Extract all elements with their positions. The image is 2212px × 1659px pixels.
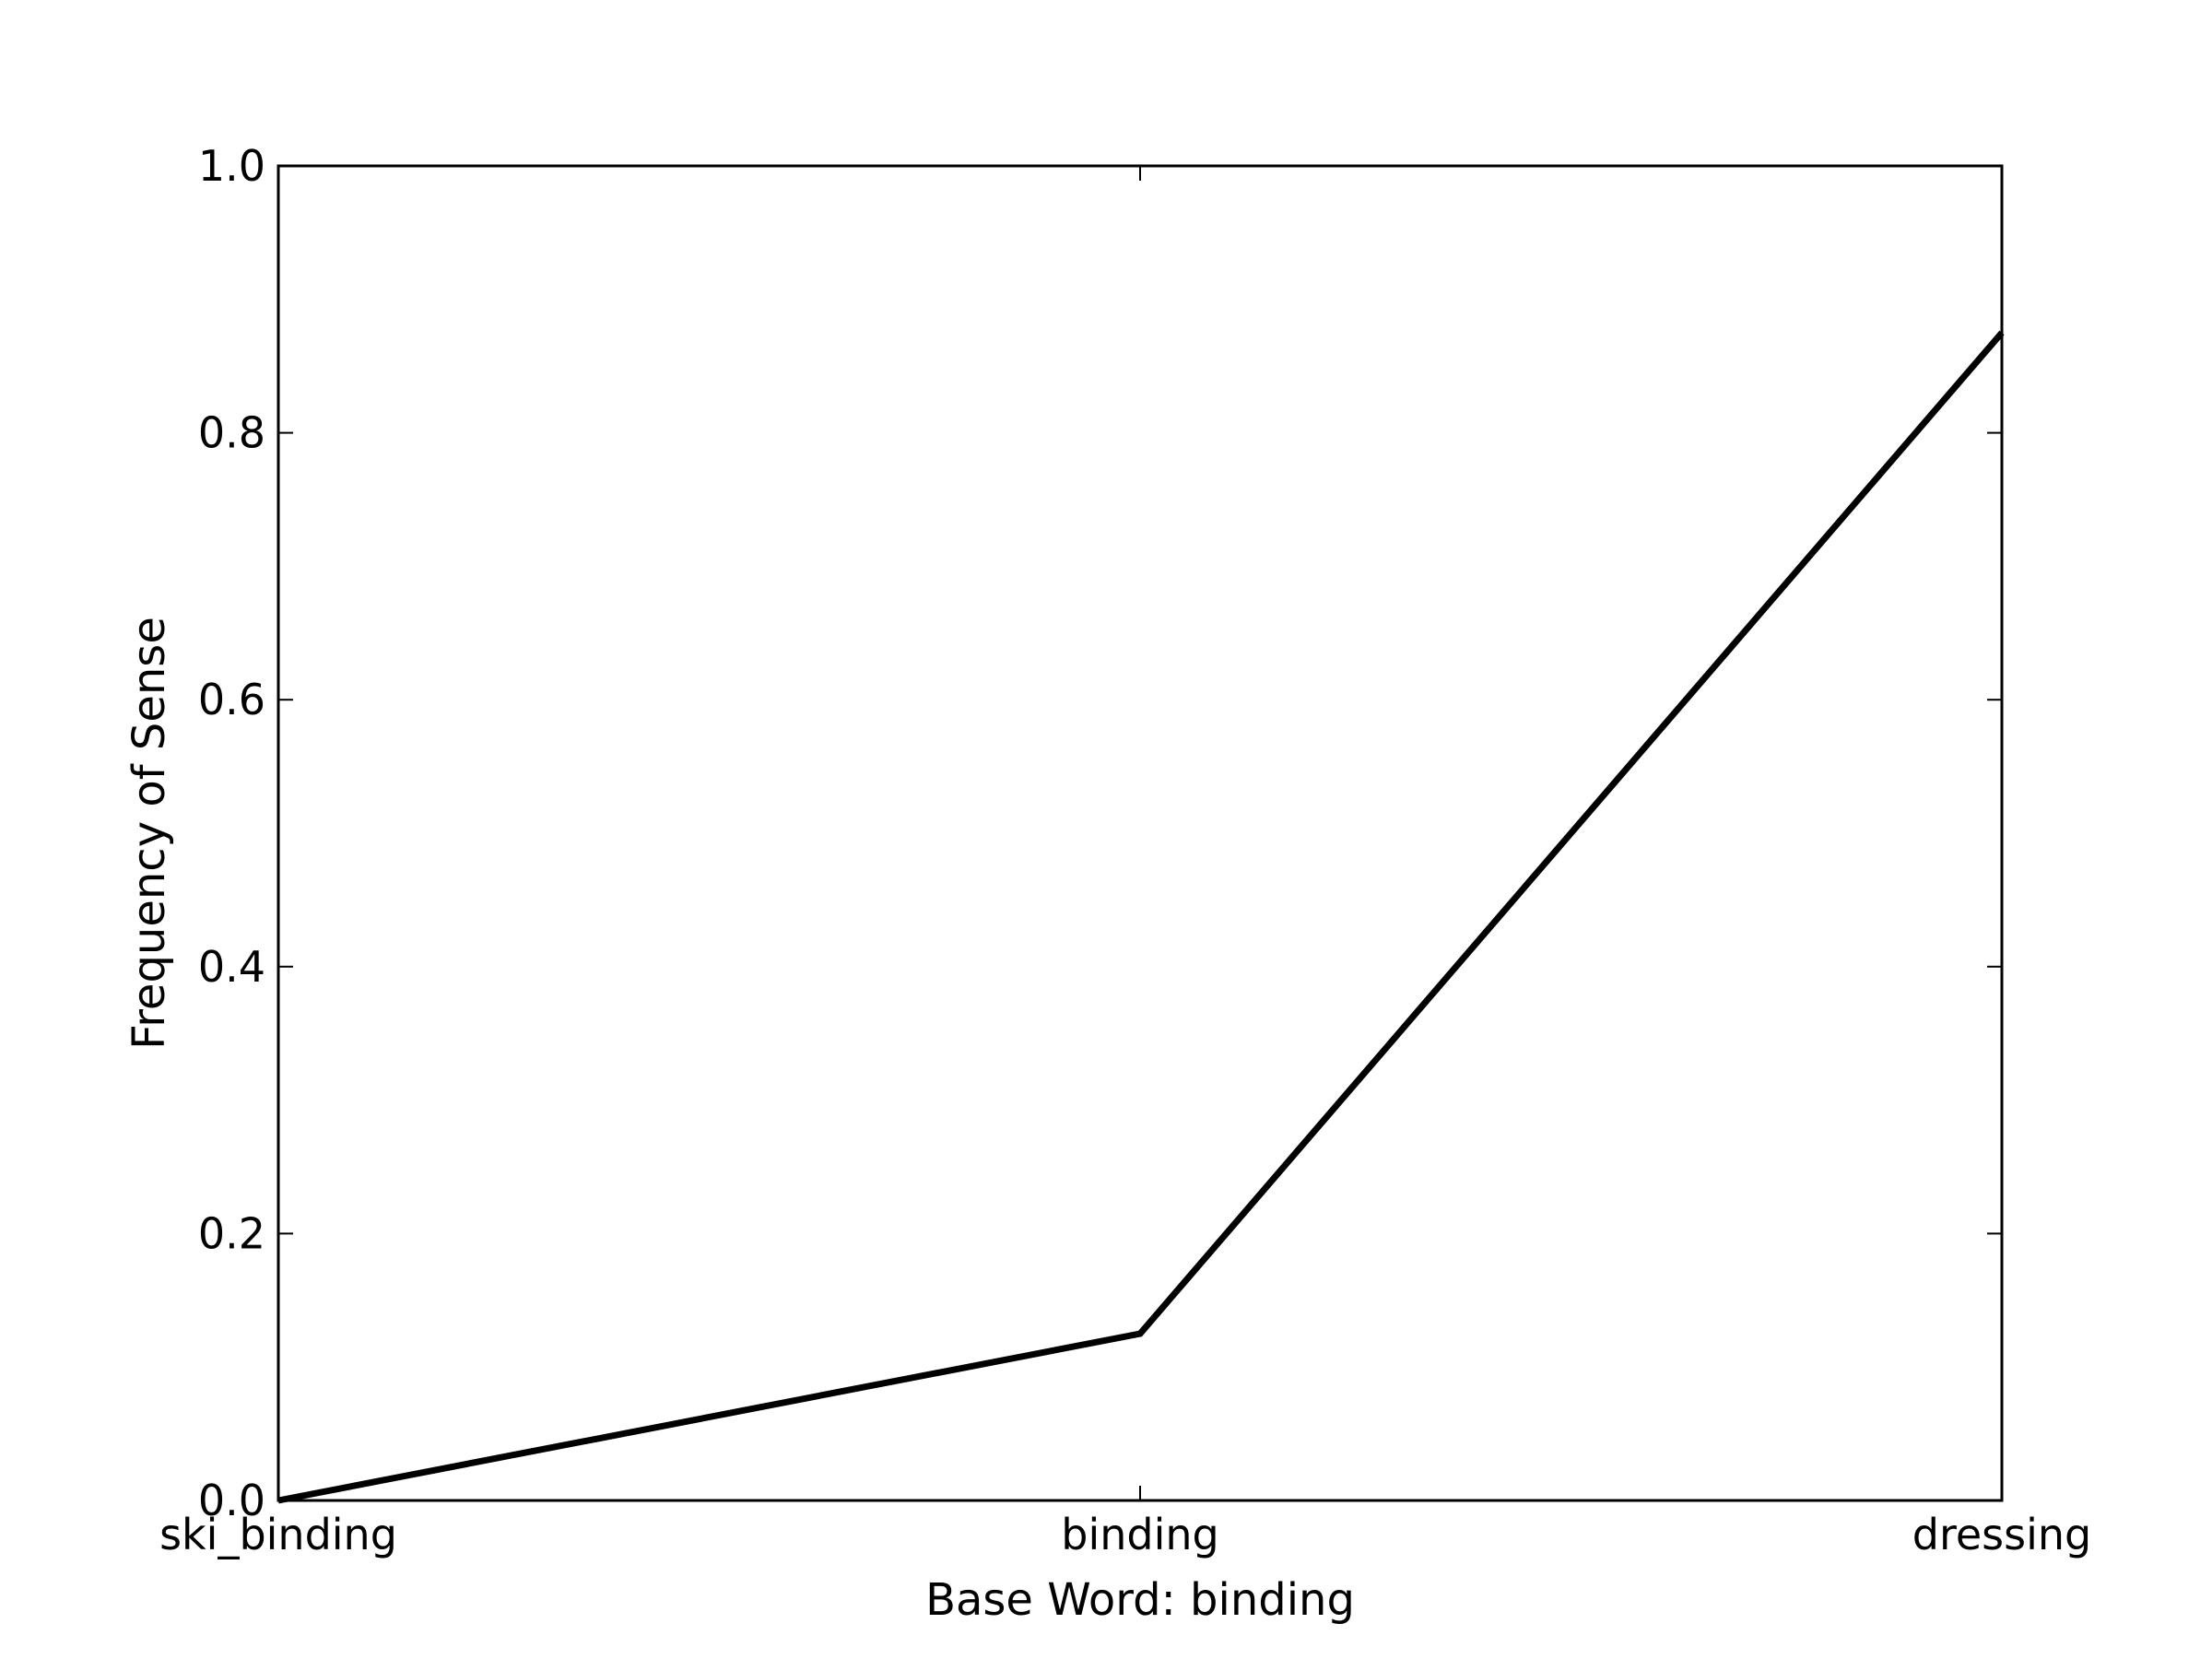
y-tick-label: 0.4 [198,942,265,992]
x-tick-label: ski_binding [159,1510,397,1559]
y-tick-label: 0.8 [198,408,265,458]
series-lines [277,330,2005,1504]
y-tick-label: 0.0 [198,1476,265,1525]
x-tick-label: binding [1061,1510,1218,1559]
y-tick-label: 1.0 [198,141,265,191]
y-axis-label: Frequency of Sense [124,617,175,1050]
y-tick-label: 0.2 [198,1208,265,1258]
y-axis-ticks: 0.0 0.2 0.4 0.6 0.8 1.0 [198,141,2002,1525]
y-tick-label: 0.6 [198,675,265,724]
x-axis-label: Base Word: binding [925,1574,1355,1626]
x-axis-ticks: ski_binding binding dressing [159,166,2091,1559]
series-line [277,330,2005,1504]
x-tick-label: dressing [1912,1510,2091,1559]
